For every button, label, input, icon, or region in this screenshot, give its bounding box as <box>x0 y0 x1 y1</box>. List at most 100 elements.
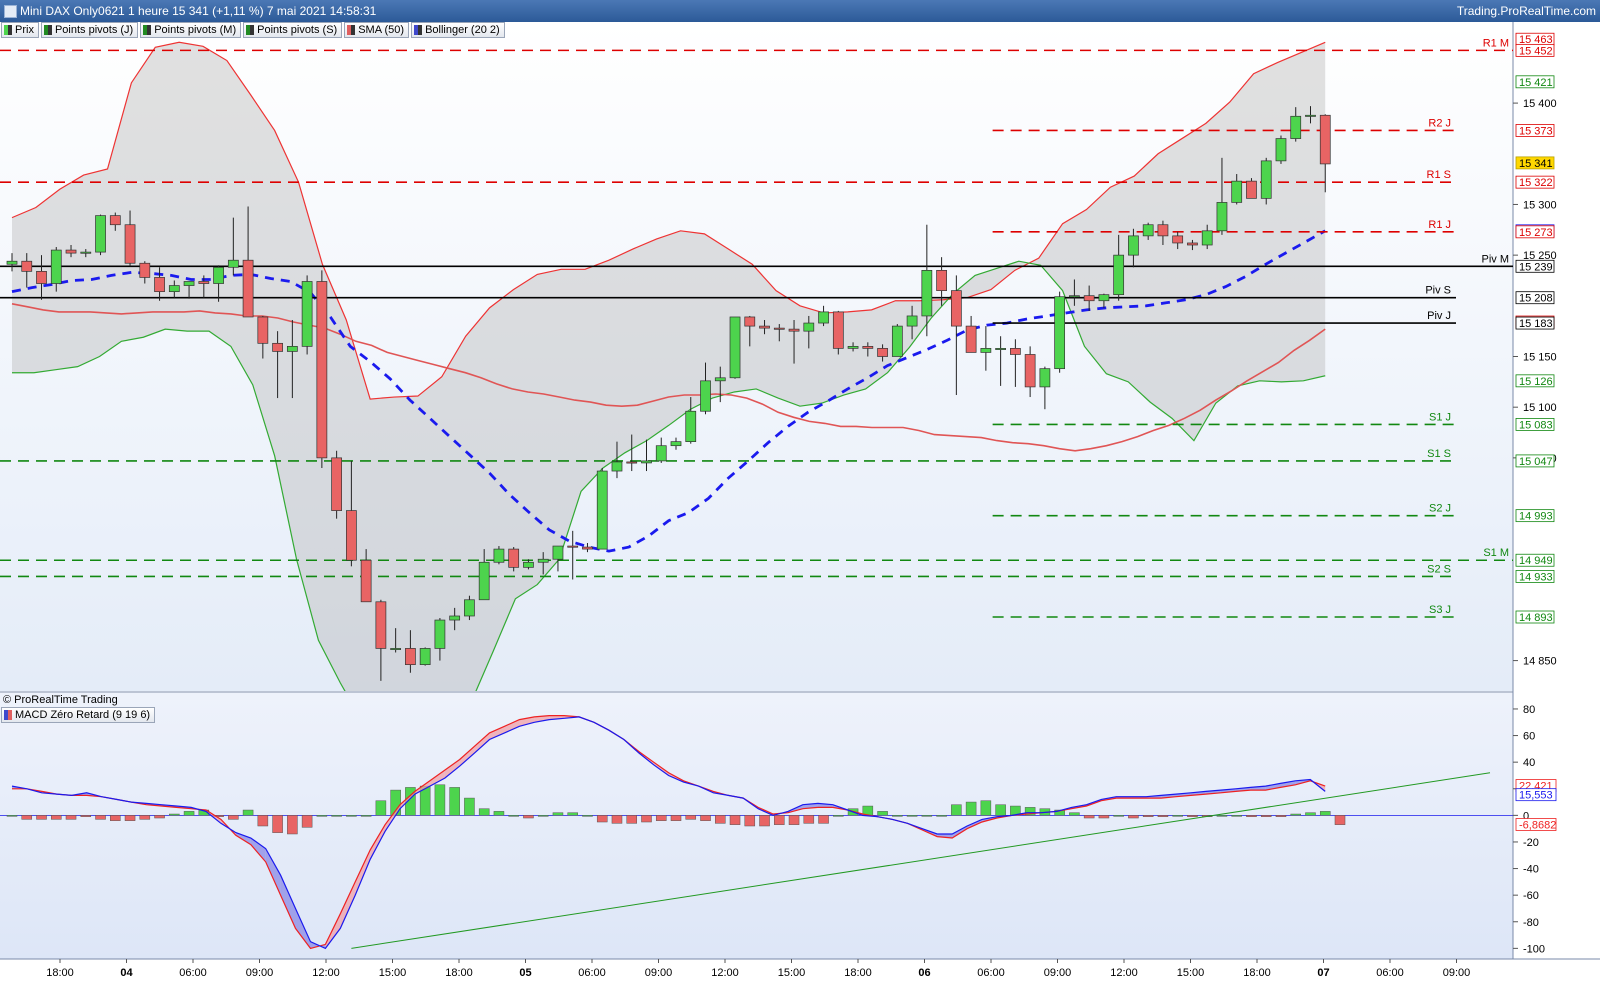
candle[interactable] <box>744 315 756 347</box>
candle[interactable] <box>80 249 92 258</box>
candle[interactable] <box>1319 114 1331 193</box>
candle[interactable] <box>36 255 47 300</box>
candle[interactable] <box>1128 228 1139 268</box>
candle[interactable] <box>449 607 461 631</box>
candle[interactable] <box>257 315 269 359</box>
candle[interactable] <box>198 275 210 298</box>
candle[interactable] <box>626 434 638 472</box>
candle[interactable] <box>670 437 682 450</box>
candle[interactable] <box>50 247 62 292</box>
candle[interactable] <box>213 265 224 302</box>
candle[interactable] <box>464 595 475 621</box>
candle[interactable] <box>773 324 785 342</box>
candle[interactable] <box>1113 234 1125 301</box>
candle[interactable] <box>360 549 372 603</box>
candle[interactable] <box>832 310 844 355</box>
candle[interactable] <box>1216 157 1228 235</box>
candle[interactable] <box>818 305 829 327</box>
candle[interactable] <box>523 559 534 570</box>
legend-item-pivots-weekly[interactable]: Points pivots (S) <box>243 22 343 38</box>
macd-legend-item[interactable]: MACD Zéro Retard (9 19 6) <box>1 707 156 723</box>
candle[interactable] <box>877 344 888 362</box>
candle[interactable] <box>980 326 992 371</box>
candle[interactable] <box>921 224 933 337</box>
candle[interactable] <box>862 342 874 357</box>
price-candles[interactable] <box>6 106 1331 681</box>
legend-item-pivots-daily[interactable]: Points pivots (J) <box>40 22 139 38</box>
candle[interactable] <box>301 275 313 355</box>
candle[interactable] <box>316 270 328 468</box>
candle[interactable] <box>788 320 800 364</box>
candle[interactable] <box>1201 224 1213 250</box>
candle[interactable] <box>1231 174 1243 205</box>
candle[interactable] <box>331 450 342 519</box>
candle[interactable] <box>346 460 357 567</box>
candle[interactable] <box>154 267 165 301</box>
candle[interactable] <box>714 366 726 403</box>
candle[interactable] <box>1098 293 1110 308</box>
candle[interactable] <box>700 362 711 415</box>
candle[interactable] <box>419 647 431 666</box>
candle[interactable] <box>139 261 151 284</box>
candle[interactable] <box>596 468 608 550</box>
macd-histogram-bar <box>523 815 534 819</box>
candle[interactable] <box>1260 157 1272 205</box>
candle[interactable] <box>552 545 564 572</box>
candle[interactable] <box>1069 279 1080 306</box>
candle[interactable] <box>286 320 298 399</box>
candle[interactable] <box>655 437 667 463</box>
candle[interactable] <box>405 630 416 673</box>
legend-item-price[interactable]: Prix <box>1 22 39 38</box>
candle[interactable] <box>183 281 195 299</box>
candle[interactable] <box>493 546 505 565</box>
candle[interactable] <box>729 316 741 379</box>
candle[interactable] <box>109 212 121 231</box>
candle[interactable] <box>1157 220 1169 245</box>
candle[interactable] <box>508 547 520 572</box>
candle[interactable] <box>891 324 903 357</box>
candle[interactable] <box>478 549 490 601</box>
candle[interactable] <box>95 214 106 256</box>
candle[interactable] <box>390 628 402 653</box>
candle[interactable] <box>641 439 652 472</box>
chart-canvas[interactable]: R1 M R2 J R1 S R1 J Piv M Piv S Piv J S1 J S1 S S… <box>0 22 1600 1000</box>
candle[interactable] <box>1010 339 1021 387</box>
candle[interactable] <box>537 552 549 575</box>
candle[interactable] <box>1187 239 1198 251</box>
candle[interactable] <box>272 331 283 399</box>
candle[interactable] <box>582 543 593 553</box>
candle[interactable] <box>1024 346 1036 398</box>
candle[interactable] <box>1246 178 1257 199</box>
candle[interactable] <box>1083 285 1095 311</box>
candle[interactable] <box>965 315 977 353</box>
candle[interactable] <box>65 245 77 258</box>
candle[interactable] <box>611 441 623 479</box>
candle[interactable] <box>759 320 770 335</box>
candle[interactable] <box>803 315 815 349</box>
candle[interactable] <box>227 217 239 276</box>
candle[interactable] <box>375 599 387 681</box>
candle[interactable] <box>847 342 859 352</box>
candle[interactable] <box>124 210 136 267</box>
candle[interactable] <box>1142 222 1154 240</box>
legend-item-bollinger[interactable]: Bollinger (20 2) <box>411 22 505 38</box>
candle[interactable] <box>685 397 697 444</box>
candle[interactable] <box>906 305 918 340</box>
candle[interactable] <box>995 336 1006 386</box>
candle[interactable] <box>6 253 18 272</box>
candle[interactable] <box>567 530 579 580</box>
candle[interactable] <box>21 253 33 288</box>
candle[interactable] <box>242 206 254 318</box>
legend-item-sma[interactable]: SMA (50) <box>344 22 410 38</box>
candle[interactable] <box>1039 366 1051 410</box>
candle[interactable] <box>434 618 446 661</box>
candle[interactable] <box>1054 291 1066 373</box>
candle[interactable] <box>168 280 180 298</box>
candle[interactable] <box>936 257 947 306</box>
legend-item-pivots-monthly[interactable]: Points pivots (M) <box>140 22 242 38</box>
candle[interactable] <box>1172 231 1184 250</box>
candle[interactable] <box>1290 107 1302 142</box>
candle[interactable] <box>950 275 962 396</box>
candle[interactable] <box>1275 135 1287 164</box>
candle[interactable] <box>1305 106 1316 124</box>
